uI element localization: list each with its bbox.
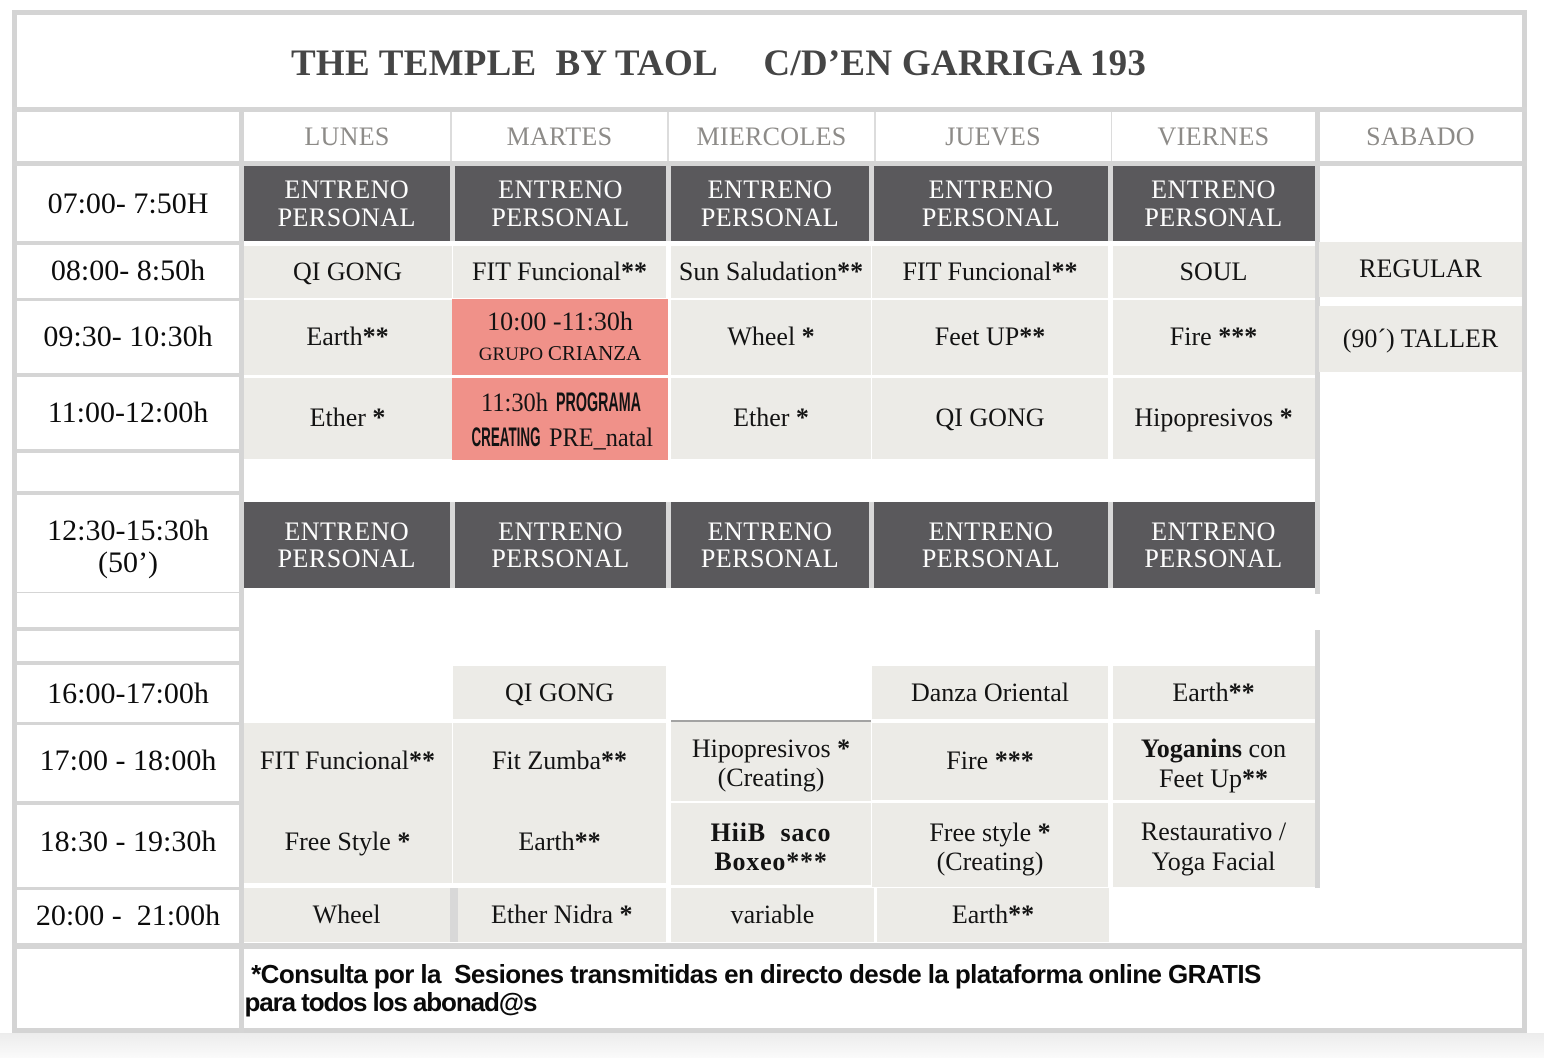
svg-text:PRE_natal: PRE_natal: [549, 423, 653, 452]
svg-text:PROGRAMA: PROGRAMA: [556, 387, 641, 417]
svg-text:CREATING: CREATING: [472, 422, 541, 452]
svg-text:11:30h: 11:30h: [481, 388, 548, 417]
